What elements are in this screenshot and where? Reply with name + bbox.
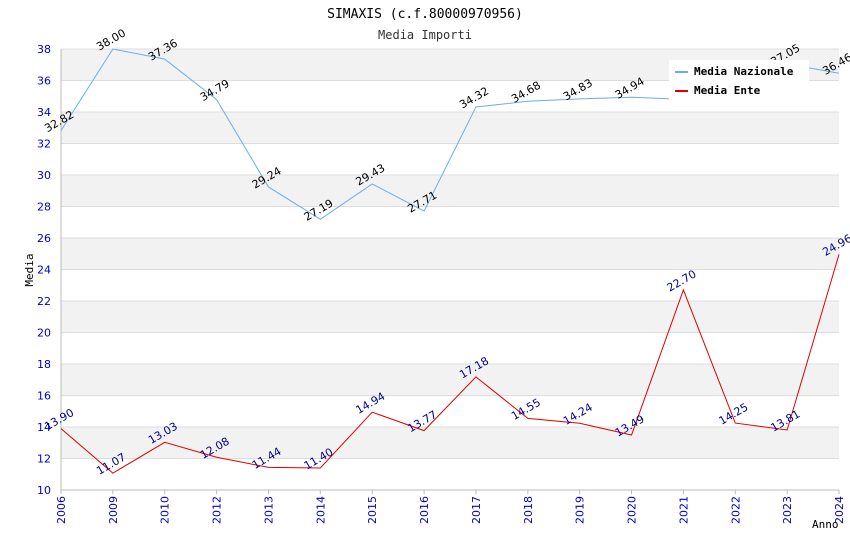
x-axis-label: Anno: [812, 518, 839, 531]
grid-band: [61, 238, 839, 270]
y-tick-label: 24: [37, 264, 51, 277]
x-tick-label: 2014: [314, 496, 327, 524]
y-tick-label: 12: [37, 453, 51, 466]
x-tick-label: 2006: [55, 496, 68, 524]
chart-subtitle: Media Importi: [378, 28, 472, 42]
x-tick-label: 2013: [262, 496, 275, 524]
y-tick-label: 10: [37, 484, 51, 497]
x-tick-label: 2009: [107, 496, 120, 524]
y-tick-label: 14: [37, 421, 51, 434]
legend-box: [669, 60, 809, 100]
y-tick-label: 30: [37, 169, 51, 182]
x-tick-label: 2019: [574, 496, 587, 524]
legend-label-nazionale: Media Nazionale: [694, 65, 794, 78]
y-tick-label: 20: [37, 327, 51, 340]
y-axis-ticks: 10 12 14 16 18 20 22 24 26 28 30 32 34 36 38: [37, 43, 51, 497]
chart-title: SIMAXIS (c.f.80000970956): [327, 7, 523, 22]
x-tick-label: 2015: [366, 496, 379, 524]
grid-band: [61, 395, 839, 427]
x-tick-label: 2012: [211, 496, 224, 524]
legend: Media Nazionale Media Ente: [669, 60, 809, 100]
grid-band: [61, 364, 839, 396]
grid-bands: [61, 49, 839, 490]
grid-band: [61, 175, 839, 207]
x-tick-label: 2020: [626, 496, 639, 524]
y-axis-label: Media: [23, 253, 36, 286]
x-axis-ticks: 2006 2009 2010 2012 2013 2014 2015 2016 2017 2018…: [55, 490, 846, 524]
grid-band: [61, 269, 839, 301]
grid-band: [61, 301, 839, 333]
grid-band: [61, 332, 839, 364]
legend-label-ente: Media Ente: [694, 84, 761, 97]
grid-band: [61, 206, 839, 238]
y-tick-label: 38: [37, 43, 51, 56]
series-line-ente: [60, 254, 840, 474]
x-tick-label: 2021: [677, 496, 690, 524]
y-tick-label: 18: [37, 358, 51, 371]
x-tick-label: 2024: [833, 496, 846, 524]
x-tick-label: 2017: [470, 496, 483, 524]
y-tick-label: 26: [37, 232, 51, 245]
grid-band: [61, 458, 839, 490]
y-tick-label: 36: [37, 75, 51, 88]
x-tick-label: 2016: [418, 496, 431, 524]
gridlines: [61, 48, 839, 491]
y-tick-label: 28: [37, 201, 51, 214]
x-tick-label: 2023: [781, 496, 794, 524]
grid-band: [61, 427, 839, 459]
y-tick-label: 16: [37, 390, 51, 403]
grid-band: [61, 112, 839, 144]
y-tick-label: 22: [37, 295, 51, 308]
y-tick-label: 32: [37, 138, 51, 151]
x-tick-label: 2018: [522, 496, 535, 524]
x-tick-label: 2022: [729, 496, 742, 524]
y-tick-label: 34: [37, 106, 51, 119]
x-tick-label: 2010: [159, 496, 172, 524]
